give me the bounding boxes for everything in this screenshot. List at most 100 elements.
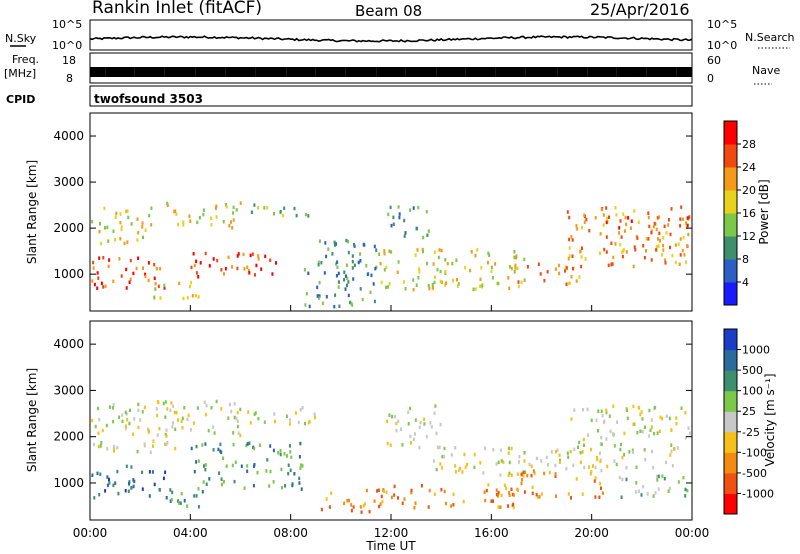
echo-cell <box>203 464 205 468</box>
echo-cell <box>133 417 136 421</box>
echo-cell <box>667 489 670 493</box>
cpid-label: CPID <box>6 93 35 106</box>
echo-cell <box>538 495 541 499</box>
echo-cell <box>389 443 392 447</box>
echo-cell <box>423 417 426 421</box>
echo-cell <box>219 442 222 447</box>
echo-cell <box>656 474 659 479</box>
echo-cell <box>212 425 215 429</box>
echo-cell <box>558 460 561 464</box>
echo-cell <box>164 415 167 419</box>
echo-cell <box>186 417 189 422</box>
echo-cell <box>181 416 184 421</box>
echo-cell <box>139 418 142 422</box>
echo-cell <box>386 419 389 424</box>
echo-cell <box>213 431 216 435</box>
echo-cell <box>436 445 439 450</box>
echo-cell <box>558 271 561 276</box>
echo-cell <box>530 464 533 468</box>
echo-cell <box>112 279 115 284</box>
echo-cell <box>150 223 153 227</box>
echo-cell <box>612 255 615 260</box>
echo-cell <box>490 265 493 270</box>
echo-cell <box>575 224 578 228</box>
echo-cell <box>99 444 102 448</box>
echo-cell <box>132 271 135 276</box>
echo-cell <box>543 278 546 283</box>
echo-cell <box>165 434 168 438</box>
echo-cell <box>343 501 346 506</box>
echo-cell <box>100 281 103 286</box>
echo-cell <box>685 221 688 225</box>
echo-cell <box>299 441 302 446</box>
echo-cell <box>257 416 260 421</box>
echo-cell <box>670 443 673 447</box>
echo-cell <box>598 451 601 455</box>
echo-cell <box>557 263 560 268</box>
echo-cell <box>503 483 506 488</box>
echo-cell <box>474 253 477 258</box>
echo-cell <box>433 250 436 254</box>
echo-cell <box>199 261 202 265</box>
echo-cell <box>331 252 334 256</box>
echo-cell <box>193 263 196 268</box>
echo-cell <box>583 465 586 470</box>
echo-cell <box>108 258 111 262</box>
cpid-value: twofsound 3503 <box>94 92 203 106</box>
echo-cell <box>641 430 644 434</box>
echo-cell <box>114 481 117 485</box>
echo-cell <box>500 459 503 463</box>
echo-cell <box>643 448 646 452</box>
echo-cell <box>507 451 510 455</box>
echo-cell <box>602 213 605 217</box>
echo-cell <box>657 237 659 241</box>
echo-cell <box>401 501 404 505</box>
echo-cell <box>508 286 511 291</box>
echo-cell <box>492 448 495 452</box>
echo-cell <box>147 278 150 283</box>
echo-cell <box>686 223 689 228</box>
echo-cell <box>571 238 574 242</box>
echo-cell <box>425 209 428 214</box>
echo-cell <box>141 225 144 229</box>
echo-cell <box>144 228 147 233</box>
echo-cell <box>618 226 621 230</box>
echo-cell <box>205 403 208 408</box>
echo-cell <box>232 205 235 210</box>
power-cbar-label: Power [dB] <box>757 179 771 244</box>
echo-cell <box>412 206 415 210</box>
echo-cell <box>179 501 182 505</box>
echo-cell <box>487 251 490 255</box>
echo-cell <box>128 480 131 484</box>
echo-cell <box>190 280 193 285</box>
echo-cell <box>304 212 307 217</box>
echo-cell <box>661 416 664 421</box>
echo-cell <box>142 235 144 240</box>
colorbar-tick-label: -25 <box>742 426 760 439</box>
echo-cell <box>543 471 546 476</box>
time-axis: 00:00 04:00 08:00 12:00 16:00 20:00 00:00 <box>73 305 709 540</box>
echo-cell <box>394 414 396 419</box>
echo-cell <box>234 460 237 464</box>
echo-cell <box>177 418 179 422</box>
echo-cell <box>370 273 373 278</box>
echo-cell <box>325 295 328 299</box>
echo-cell <box>220 482 223 487</box>
power-ylabel: Slant Range [km] <box>25 160 39 264</box>
echo-cell <box>679 237 682 241</box>
echo-cell <box>107 264 110 269</box>
echo-cell <box>681 217 684 221</box>
echo-cell <box>633 245 636 249</box>
echo-cell <box>116 445 119 450</box>
echo-cell <box>126 418 129 422</box>
echo-cell <box>333 304 336 309</box>
echo-cell <box>260 267 263 271</box>
echo-cell <box>289 468 292 473</box>
echo-cell <box>466 462 468 467</box>
echo-cell <box>190 446 193 451</box>
colorbar-tick-label: 24 <box>742 161 756 174</box>
echo-cell <box>182 223 185 227</box>
echo-cell <box>652 494 655 498</box>
echo-cell <box>163 283 166 288</box>
echo-cell <box>303 268 306 272</box>
